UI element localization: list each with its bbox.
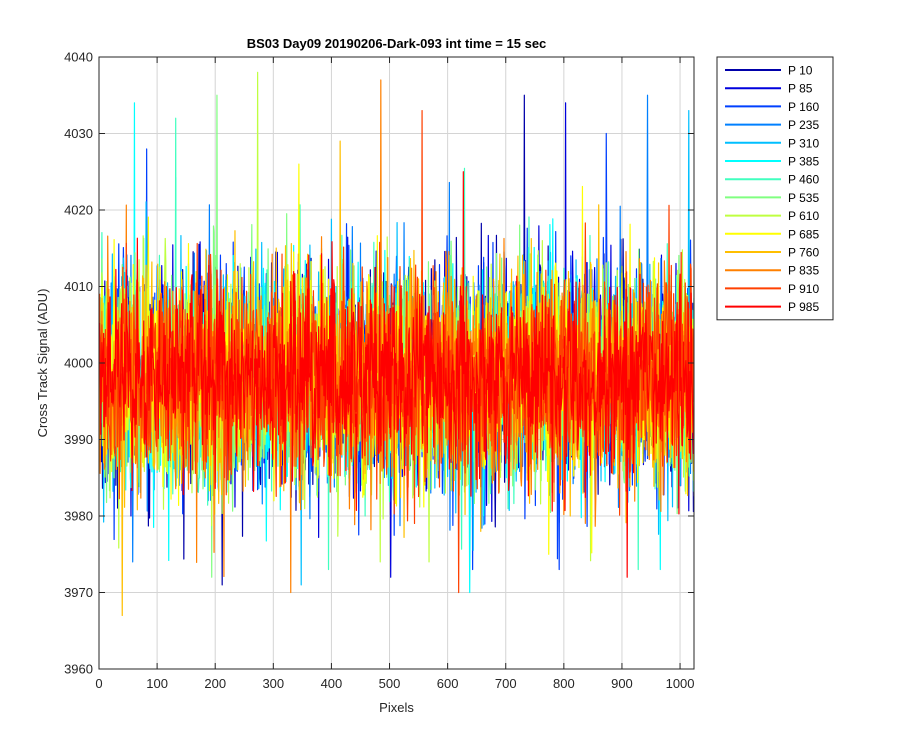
legend: P 10 P 85 P 160 P 235 P 310 P 385 P 460 P 535 P … — [716, 56, 834, 321]
legend-label: P 685 — [788, 227, 819, 241]
x-tick-label: 300 — [262, 676, 284, 691]
y-tick-label: 4030 — [64, 126, 93, 141]
chart-title: BS03 Day09 20190206-Dark-093 int time = … — [247, 36, 547, 51]
y-tick-label: 3990 — [64, 432, 93, 447]
legend-label: P 385 — [788, 155, 819, 169]
x-tick-label: 900 — [611, 676, 633, 691]
y-tick-label: 4020 — [64, 203, 93, 218]
legend-label: P 10 — [788, 64, 813, 78]
legend-label: P 760 — [788, 246, 819, 260]
y-tick-label: 3980 — [64, 509, 93, 524]
x-tick-label: 0 — [95, 676, 102, 691]
y-tick-label: 4000 — [64, 356, 93, 371]
legend-label: P 235 — [788, 118, 819, 132]
x-tick-label: 100 — [146, 676, 168, 691]
legend-label: P 985 — [788, 300, 819, 314]
x-tick-label: 600 — [437, 676, 459, 691]
x-tick-label: 400 — [321, 676, 343, 691]
x-tick-label: 500 — [379, 676, 401, 691]
y-tick-label: 4040 — [64, 50, 93, 65]
y-tick-label: 3970 — [64, 585, 93, 600]
x-tick-label: 700 — [495, 676, 517, 691]
legend-label: P 460 — [788, 173, 819, 187]
y-tick-label: 3960 — [64, 662, 93, 677]
y-tick-label: 4010 — [64, 279, 93, 294]
legend-label: P 910 — [788, 282, 819, 296]
legend-label: P 835 — [788, 264, 819, 278]
axis-ticks: 0 100 200 300 400 500 600 700 800 900 1000 3960 3970… — [64, 50, 694, 692]
series-line-p-985 — [99, 171, 694, 578]
legend-label: P 610 — [788, 209, 819, 223]
series-lines — [99, 71, 694, 617]
y-axis-label: Cross Track Signal (ADU) — [35, 289, 50, 438]
legend-label: P 535 — [788, 191, 819, 205]
legend-box — [716, 56, 834, 321]
x-tick-label: 1000 — [666, 676, 695, 691]
legend-label: P 310 — [788, 136, 819, 150]
legend-label: P 160 — [788, 100, 819, 114]
legend-label: P 85 — [788, 82, 813, 96]
x-axis-label: Pixels — [379, 700, 414, 715]
x-tick-label: 200 — [204, 676, 226, 691]
x-tick-label: 800 — [553, 676, 575, 691]
